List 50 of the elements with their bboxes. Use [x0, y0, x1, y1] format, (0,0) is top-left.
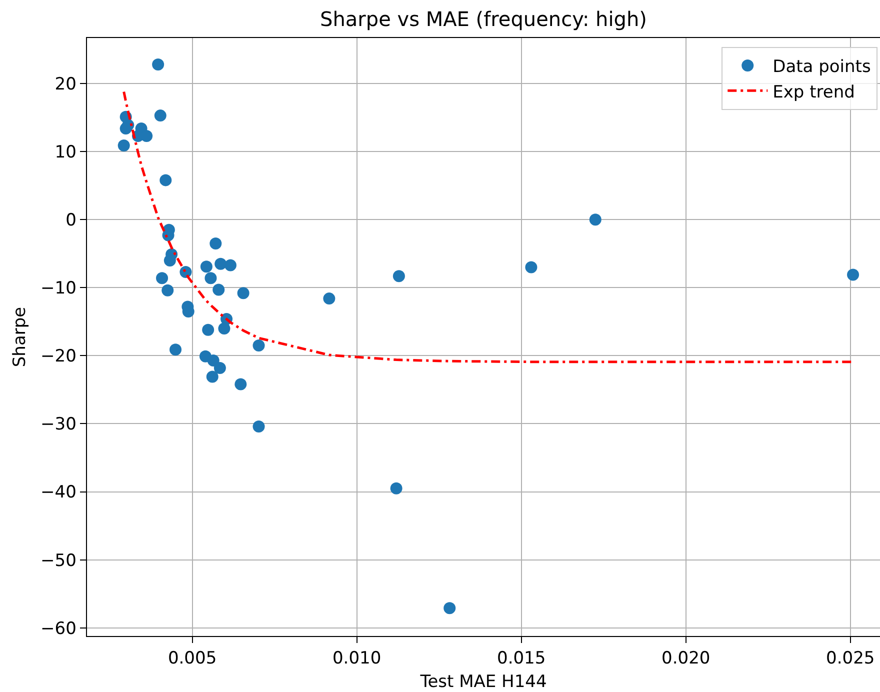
point — [214, 362, 226, 374]
point — [847, 268, 860, 281]
point — [252, 420, 265, 432]
point — [214, 258, 227, 270]
point — [207, 354, 220, 366]
point — [392, 270, 405, 282]
chart-title: Sharpe vs MAE (frequency: high) — [320, 7, 647, 31]
point — [140, 130, 153, 142]
y-tick-label: −10 — [40, 278, 76, 299]
point — [152, 58, 164, 71]
y-tick-label: −30 — [40, 414, 76, 435]
x-tick-label: 0.005 — [168, 648, 217, 669]
point — [156, 272, 168, 284]
point — [390, 482, 402, 494]
point — [202, 324, 214, 336]
point — [525, 261, 538, 274]
x-axis-title: Test MAE H144 — [419, 672, 547, 692]
point — [118, 139, 130, 152]
y-axis-title: Sharpe — [10, 306, 30, 368]
legend-label: Data points — [772, 57, 871, 78]
point — [160, 174, 172, 186]
point — [210, 237, 222, 250]
point — [444, 602, 456, 614]
y-tick-label: −20 — [40, 346, 76, 367]
point — [323, 292, 336, 305]
point — [162, 284, 174, 296]
point — [218, 322, 230, 334]
point — [589, 214, 602, 226]
point — [170, 344, 182, 356]
x-tick-label: 0.020 — [662, 648, 710, 669]
point — [234, 378, 247, 390]
point — [212, 284, 225, 296]
point — [154, 110, 166, 122]
point — [224, 259, 236, 272]
y-tick-label: −50 — [40, 550, 76, 571]
x-tick-label: 0.015 — [497, 648, 546, 669]
y-tick-label: 10 — [54, 142, 76, 163]
legend-label: Exp trend — [772, 82, 855, 102]
y-tick-label: 20 — [54, 74, 76, 95]
y-tick-label: −40 — [40, 482, 76, 503]
point — [204, 272, 217, 284]
y-tick-label: 0 — [66, 210, 76, 231]
point — [237, 287, 250, 300]
y-tick-label: −60 — [40, 618, 76, 639]
point — [200, 260, 212, 273]
x-tick-label: 0.025 — [826, 648, 875, 669]
point — [122, 119, 134, 132]
point — [252, 340, 265, 352]
x-tick-label: 0.010 — [332, 648, 382, 669]
point — [206, 370, 218, 383]
